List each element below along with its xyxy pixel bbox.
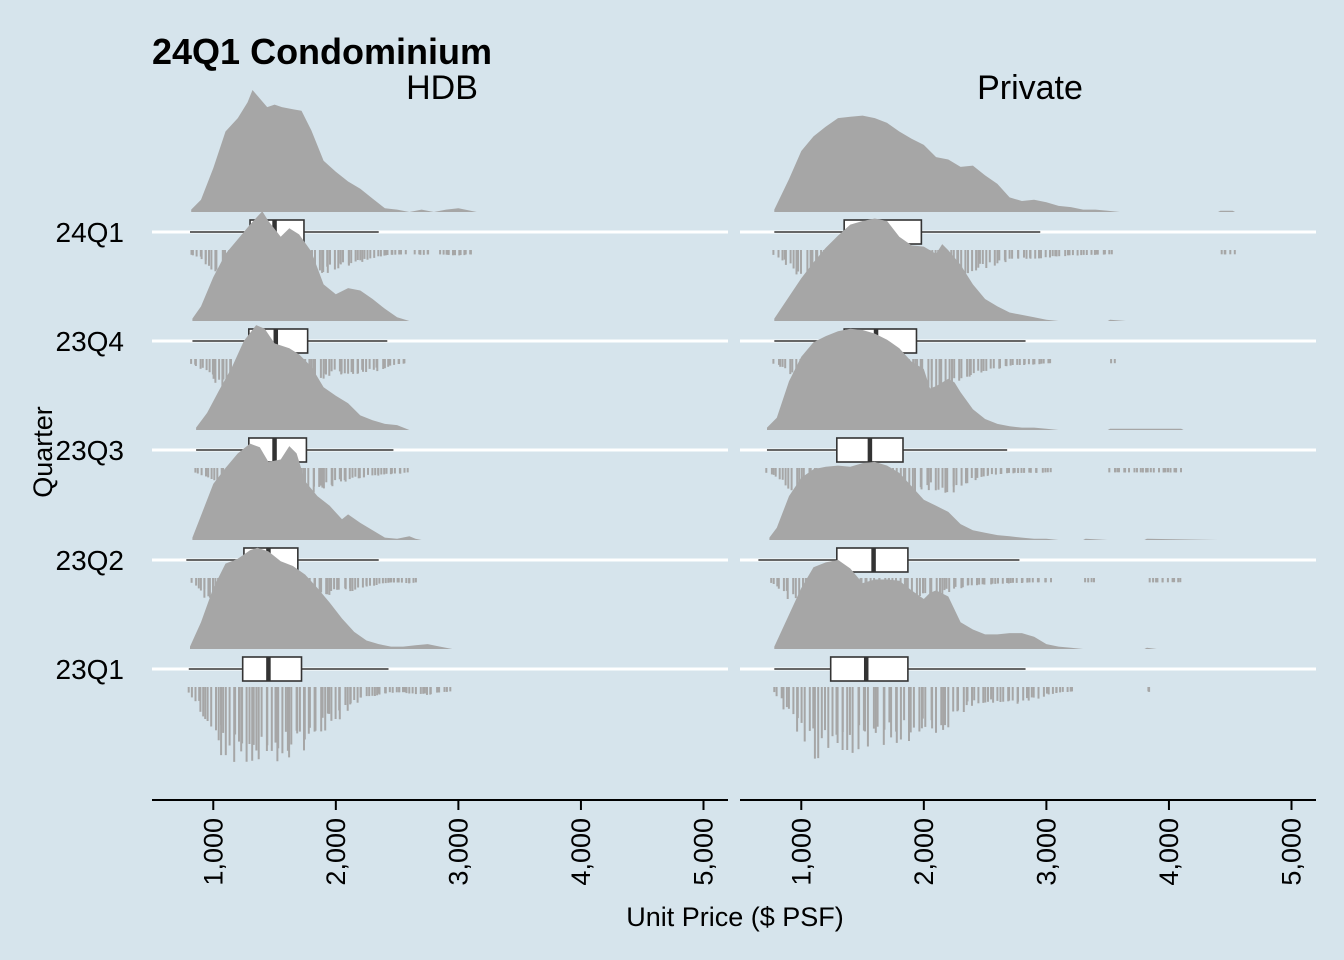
panel-private: Private 1,000 2,000 3,000 4,000 5,000 [740,69,1316,886]
y-tick-label-24q1: 24Q1 [56,217,125,248]
ridge-hdb-24q1: 24Q1 [56,90,728,299]
panel-label-private: Private [977,69,1083,107]
x-tick-label: 1,000 [786,818,816,886]
chart-title: 24Q1 Condominium [152,31,492,72]
density-ridge [190,547,453,649]
y-tick-label-23q1: 23Q1 [56,654,125,685]
x-tick-label: 2,000 [321,818,351,886]
ridge-hdb-23q4: 23Q4 [56,211,728,406]
box [241,656,303,682]
y-tick-label-23q4: 23Q4 [56,326,125,357]
density-ridge [769,461,1218,540]
ridge-hdb-23q1: 23Q1 [56,547,728,762]
x-tick-label: 4,000 [566,818,596,886]
density-ridge [196,325,410,430]
density-ridge [192,443,422,540]
panel-hdb: HDB 1,000 2,000 3,000 4,000 5,000 24Q1 23Q4 23Q3… [56,69,728,886]
y-tick-label-23q2: 23Q2 [56,545,125,576]
x-tick-label: 5,000 [688,818,718,886]
x-tick-label: 3,000 [1031,818,1061,886]
ridge-private-23q1 [740,559,1316,759]
density-ridge [774,559,1157,649]
x-tick-label: 2,000 [909,818,939,886]
x-tick-label: 4,000 [1154,818,1184,886]
panels: HDB 1,000 2,000 3,000 4,000 5,000 24Q1 23Q4 23Q3… [56,69,1316,886]
x-axis-title: Unit Price ($ PSF) [626,902,844,932]
box [829,656,909,682]
density-ridge [774,218,1126,321]
x-tick-label: 1,000 [198,818,228,886]
panel-label-hdb: HDB [406,69,478,107]
density-ridge [767,328,1184,430]
density-ridge [192,211,410,321]
x-tick-label: 5,000 [1276,818,1306,886]
y-tick-label-23q3: 23Q3 [56,435,125,466]
y-axis-title: Quarter [28,406,58,498]
ridge-hdb-23q3: 23Q3 [56,325,728,512]
density-ridge [191,90,477,212]
x-tick-label: 3,000 [443,818,473,886]
density-ridge [774,115,1236,212]
